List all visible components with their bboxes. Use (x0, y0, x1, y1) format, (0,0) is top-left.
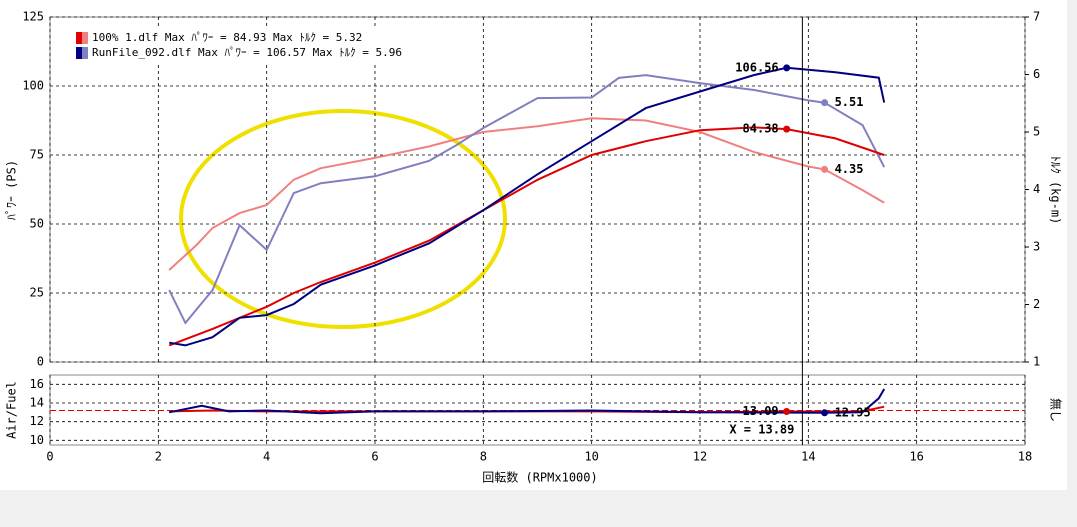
y-axis-label: ﾊﾟﾜｰ (PS) (5, 160, 19, 220)
x-tick-label: 4 (263, 450, 270, 464)
y2-tick-label: 3 (1033, 240, 1040, 254)
cursor-label: X = 13.89 (729, 423, 794, 437)
legend-label: 100% 1.dlf Max ﾊﾟﾜｰ = 84.93 Max ﾄﾙｸ = 5.… (92, 31, 362, 44)
marker (821, 409, 829, 417)
y3-right-label: 無し (1049, 398, 1064, 422)
x-axis-label: 回転数 (RPMx1000) (482, 470, 597, 485)
x-tick-label: 14 (801, 450, 815, 464)
marker-label: 84.38 (743, 122, 779, 136)
x-tick-label: 8 (480, 450, 487, 464)
y-tick-label: 75 (30, 148, 44, 162)
y2-tick-label: 4 (1033, 182, 1040, 196)
y2-tick-label: 7 (1033, 10, 1040, 24)
marker-label: 106.56 (735, 60, 778, 74)
marker-label: 12.95 (835, 405, 871, 419)
x-tick-label: 0 (46, 450, 53, 464)
y3-tick-label: 14 (30, 396, 44, 410)
marker-label: 4.35 (835, 162, 864, 176)
series-line (168, 74, 886, 325)
x-tick-label: 10 (584, 450, 598, 464)
legend-swatch (82, 47, 88, 59)
x-tick-label: 2 (155, 450, 162, 464)
marker-label: 5.51 (835, 95, 864, 109)
y3-tick-label: 10 (30, 433, 44, 447)
marker (821, 165, 829, 173)
legend-swatch (76, 32, 82, 44)
legend-box (72, 28, 462, 62)
y-tick-label: 125 (22, 10, 44, 24)
highlight-ellipse (179, 109, 507, 329)
background (0, 0, 1067, 490)
y3-axis-label: Air/Fuel (5, 381, 19, 439)
x-tick-label: 6 (371, 450, 378, 464)
marker (783, 64, 791, 72)
series-line (168, 117, 885, 271)
x-tick-label: 18 (1018, 450, 1032, 464)
y2-tick-label: 1 (1033, 355, 1040, 369)
y3-tick-label: 16 (30, 377, 44, 391)
y-tick-label: 50 (30, 217, 44, 231)
legend-swatch (76, 47, 82, 59)
y2-tick-label: 2 (1033, 297, 1040, 311)
series-line (169, 388, 886, 415)
y3-tick-label: 12 (30, 414, 44, 428)
y-tick-label: 25 (30, 286, 44, 300)
marker (783, 125, 791, 133)
y2-axis-label: ﾄﾙｸ (kg-m) (1049, 156, 1063, 225)
legend-label: RunFile_092.dlf Max ﾊﾟﾜｰ = 106.57 Max ﾄﾙ… (92, 46, 402, 59)
y2-tick-label: 6 (1033, 67, 1040, 81)
marker (783, 407, 791, 415)
y-tick-label: 100 (22, 79, 44, 93)
y2-tick-label: 5 (1033, 125, 1040, 139)
y-tick-label: 0 (37, 355, 44, 369)
x-tick-label: 16 (909, 450, 923, 464)
marker (821, 99, 829, 107)
marker-label: 13.09 (743, 404, 779, 418)
x-tick-label: 12 (693, 450, 707, 464)
series-line (168, 126, 885, 347)
legend-swatch (82, 32, 88, 44)
